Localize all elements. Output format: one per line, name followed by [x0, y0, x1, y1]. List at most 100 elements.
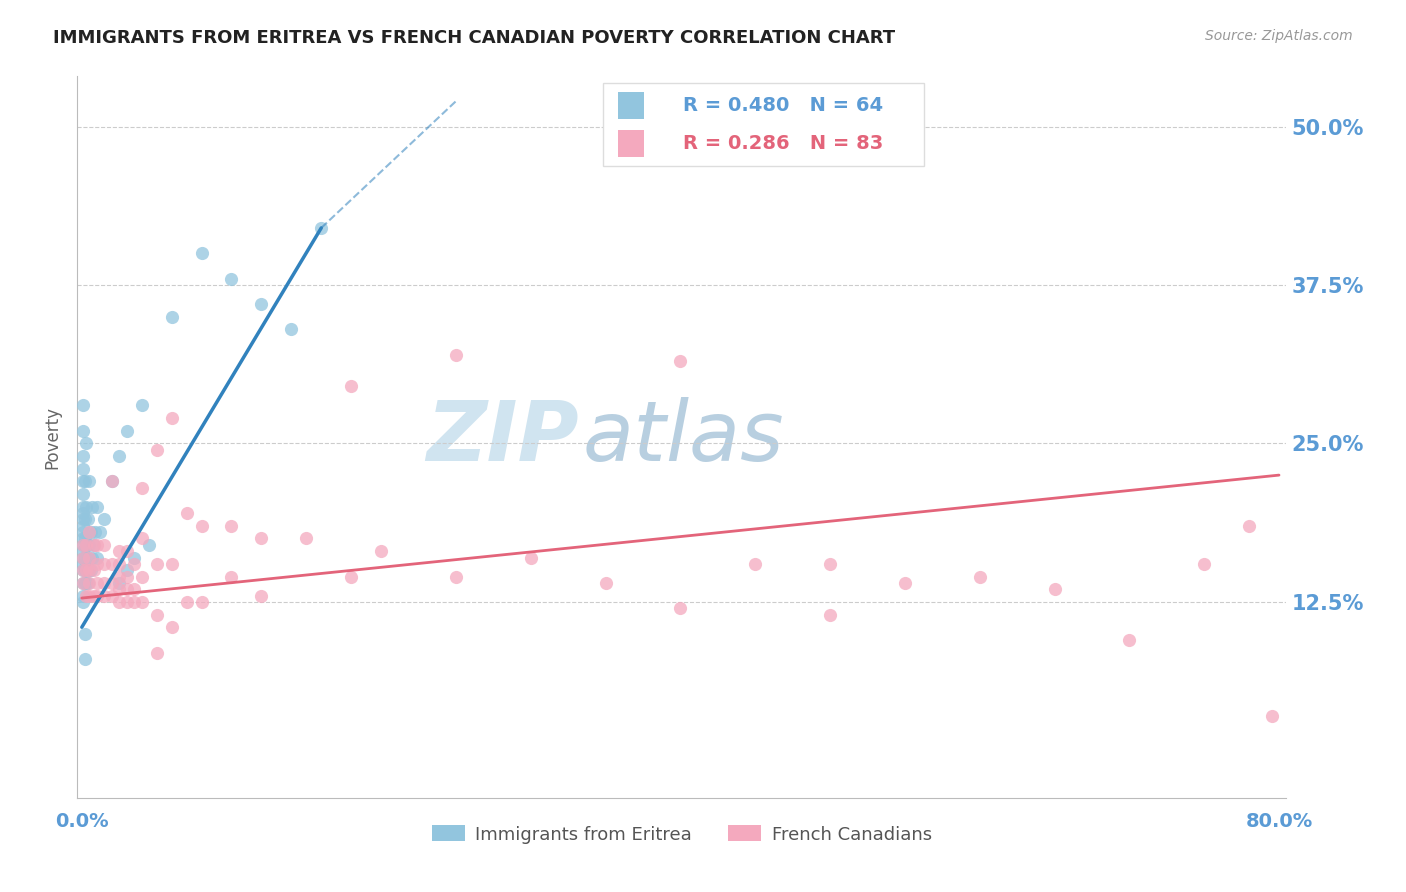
Text: atlas: atlas	[582, 397, 785, 477]
Point	[73, 475, 96, 489]
Point	[84, 525, 107, 540]
Point	[309, 221, 332, 235]
Point	[1118, 632, 1140, 647]
Point	[100, 589, 122, 603]
Point	[75, 538, 97, 552]
Point	[115, 569, 138, 583]
Point	[72, 538, 94, 552]
Point	[72, 518, 94, 533]
Point	[108, 449, 131, 463]
Point	[108, 557, 131, 571]
Point	[86, 538, 108, 552]
Point	[73, 563, 96, 577]
Point	[115, 582, 138, 597]
Point	[370, 544, 392, 558]
Point	[82, 550, 104, 565]
Point	[72, 512, 94, 526]
Point	[108, 575, 131, 590]
Point	[818, 557, 841, 571]
Point	[93, 589, 115, 603]
Point	[108, 569, 131, 583]
Point	[72, 557, 94, 571]
Point	[160, 557, 183, 571]
Point	[444, 569, 467, 583]
Point	[73, 575, 96, 590]
Point	[80, 525, 103, 540]
Point	[93, 538, 115, 552]
Point	[221, 271, 243, 285]
Point	[122, 595, 145, 609]
Point	[100, 557, 122, 571]
Point	[75, 500, 97, 514]
Point	[131, 532, 153, 546]
Point	[145, 607, 167, 622]
Legend: Immigrants from Eritrea, French Canadians: Immigrants from Eritrea, French Canadian…	[425, 818, 939, 851]
Point	[75, 575, 97, 590]
Point	[176, 506, 198, 520]
Point	[100, 575, 122, 590]
Point	[340, 379, 363, 393]
Point	[115, 544, 138, 558]
Point	[79, 563, 101, 577]
Point	[250, 297, 273, 311]
Point	[79, 575, 101, 590]
Text: R = 0.480   N = 64: R = 0.480 N = 64	[683, 96, 883, 115]
Point	[72, 550, 94, 565]
Point	[744, 557, 766, 571]
Point	[1237, 518, 1260, 533]
Bar	[617, 92, 644, 120]
Point	[221, 518, 243, 533]
Point	[72, 550, 94, 565]
Point	[115, 424, 138, 438]
Point	[1192, 557, 1215, 571]
Point	[93, 512, 115, 526]
Point	[100, 475, 122, 489]
Point	[72, 575, 94, 590]
Point	[93, 557, 115, 571]
Point	[86, 500, 108, 514]
Point	[122, 557, 145, 571]
Point	[520, 550, 543, 565]
Point	[108, 582, 131, 597]
Point	[76, 550, 98, 565]
Point	[72, 538, 94, 552]
Point	[72, 563, 94, 577]
Point	[72, 595, 94, 609]
Point	[82, 500, 104, 514]
Point	[115, 563, 138, 577]
Point	[131, 481, 153, 495]
Point	[444, 348, 467, 362]
Point	[73, 550, 96, 565]
Point	[79, 563, 101, 577]
Point	[75, 563, 97, 577]
Point	[86, 589, 108, 603]
FancyBboxPatch shape	[603, 83, 924, 166]
Point	[73, 626, 96, 640]
Point	[190, 246, 212, 260]
Text: R = 0.286   N = 83: R = 0.286 N = 83	[683, 134, 883, 153]
Point	[73, 512, 96, 526]
Point	[75, 589, 97, 603]
Point	[131, 398, 153, 412]
Point	[86, 550, 108, 565]
Point	[280, 322, 302, 336]
Point	[72, 424, 94, 438]
Point	[72, 462, 94, 476]
Point	[122, 550, 145, 565]
Point	[969, 569, 991, 583]
Point	[340, 569, 363, 583]
Point	[1260, 709, 1282, 723]
Point	[86, 557, 108, 571]
Point	[72, 487, 94, 501]
Point	[79, 525, 101, 540]
Point	[72, 563, 94, 577]
Point	[83, 563, 105, 577]
Point	[73, 652, 96, 666]
Point	[138, 538, 160, 552]
Point	[76, 512, 98, 526]
Point	[669, 601, 692, 615]
Point	[80, 563, 103, 577]
Point	[72, 500, 94, 514]
Point	[83, 589, 105, 603]
Point	[72, 525, 94, 540]
